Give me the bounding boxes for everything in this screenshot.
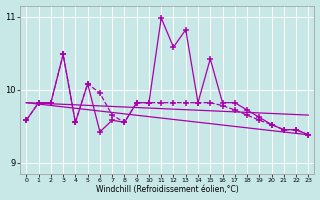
X-axis label: Windchill (Refroidissement éolien,°C): Windchill (Refroidissement éolien,°C) xyxy=(96,185,239,194)
